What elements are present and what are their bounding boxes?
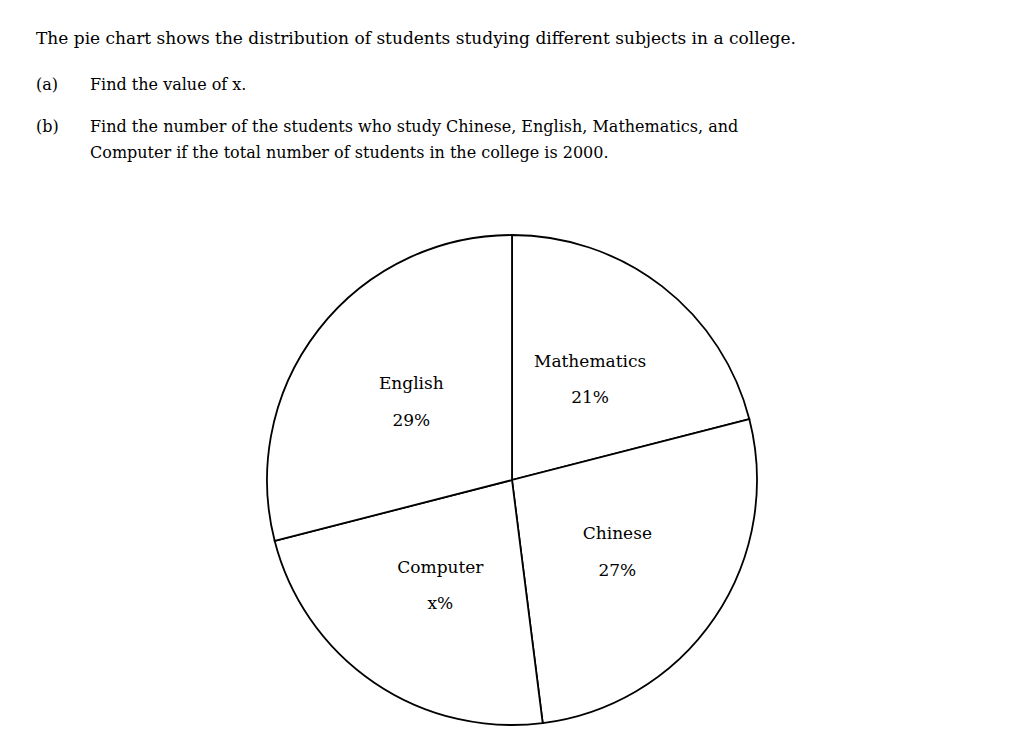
data-label: 27% [598, 560, 636, 580]
pie [267, 235, 757, 725]
slice-labels: Mathematics 21% Chinese 27% Computer x% Englis… [379, 351, 652, 614]
slice-name: English [379, 373, 444, 393]
title: The pie chart shows the distribution of … [36, 28, 796, 48]
question-prefix: (b) [36, 117, 59, 136]
question-text: Find the value of x. [90, 75, 246, 94]
slice-name: Mathematics [534, 351, 646, 371]
chart: The pie chart shows the distribution of … [0, 0, 1024, 756]
slice [512, 419, 757, 723]
data-label: x% [428, 593, 454, 613]
question-text: Find the number of the students who stud… [90, 117, 738, 136]
question-text: Computer if the total number of students… [90, 143, 609, 162]
question: (a) Find the value of x. [36, 75, 246, 94]
question: (b) Find the number of the students who s… [36, 117, 738, 162]
slice-name: Chinese [583, 523, 652, 543]
slice [267, 235, 512, 541]
data-label: 21% [571, 387, 609, 407]
data-label: 29% [392, 410, 430, 430]
slice-name: Computer [397, 557, 484, 577]
question-prefix: (a) [36, 75, 58, 94]
